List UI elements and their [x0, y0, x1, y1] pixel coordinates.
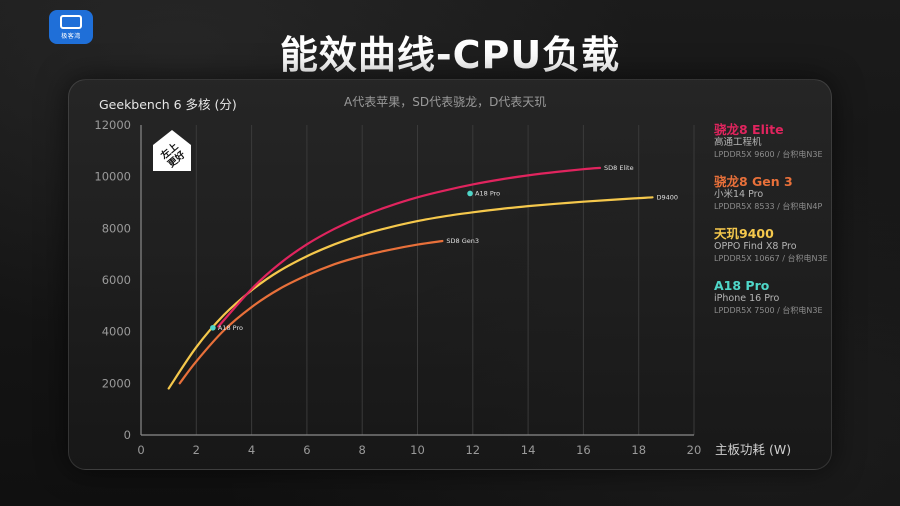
x-tick-label: 8: [359, 443, 366, 457]
legend-item: A18 Pro iPhone 16 Pro LPDDR5X 7500 / 台积电N3…: [714, 278, 829, 317]
chart-svg: 0 2000 4000 6000 8000 10000 12000 0 2 4 6 8 10 12 14 16…: [94, 118, 791, 457]
page-title: 能效曲线-CPU负载: [279, 33, 621, 77]
data-point: [467, 190, 473, 197]
legend-device: iPhone 16 Pro: [714, 293, 780, 304]
series-line: [167, 196, 654, 390]
chart-legend: 骁龙8 Elite 高通工程机 LPDDR5X 9600 / 台积电N3E 骁龙8 G…: [714, 122, 829, 330]
series-line: [217, 166, 602, 328]
chart-subtitle: A代表苹果，SD代表骁龙，D代表天玑: [344, 95, 547, 109]
data-point: [210, 324, 216, 331]
y-tick-label: 2000: [102, 376, 131, 390]
series-end-label: SD8 Gen3: [446, 237, 479, 245]
x-tick-label: 14: [521, 443, 536, 457]
y-tick-label: 4000: [102, 325, 131, 339]
legend-item: 骁龙8 Gen 3 小米14 Pro LPDDR5X 8533 / 台积电N4P: [714, 174, 829, 213]
series-end-label: SD8 Elite: [604, 164, 634, 172]
y-tick-label: 6000: [102, 273, 131, 287]
point-label: A18 Pro: [218, 324, 243, 332]
legend-memory: LPDDR5X 9600 / 台积电N3E: [714, 150, 823, 159]
chart-card: Geekbench 6 多核 (分) A代表苹果，SD代表骁龙，D代表天玑 0 2…: [68, 79, 832, 470]
x-tick-label: 0: [137, 443, 144, 457]
x-tick-label: 18: [631, 443, 646, 457]
brand-logo: 极客湾: [49, 10, 93, 44]
y-tick-label: 12000: [94, 118, 131, 132]
x-tick-label: 20: [687, 443, 702, 457]
legend-device: 高通工程机: [714, 137, 762, 148]
legend-series-name: 骁龙8 Gen 3: [714, 174, 793, 189]
legend-memory: LPDDR5X 7500 / 台积电N3E: [714, 306, 823, 315]
x-tick-label: 16: [576, 443, 591, 457]
y-tick-label: 8000: [102, 221, 131, 235]
legend-item: 骁龙8 Elite 高通工程机 LPDDR5X 9600 / 台积电N3E: [714, 122, 829, 161]
legend-item: 天玑9400 OPPO Find X8 Pro LPDDR5X 10667 / 台积…: [714, 226, 829, 265]
x-tick-label: 2: [193, 443, 200, 457]
series-end-label: D9400: [657, 193, 679, 201]
badge-arrow-icon: [153, 130, 191, 171]
legend-device: 小米14 Pro: [714, 189, 764, 200]
legend-series-name: A18 Pro: [714, 278, 770, 293]
chart-title: Geekbench 6 多核 (分): [99, 97, 237, 112]
logo-text: 极客湾: [61, 32, 81, 40]
y-tick-label: 0: [124, 428, 131, 442]
legend-memory: LPDDR5X 10667 / 台积电N3E: [714, 254, 828, 263]
x-tick-label: 6: [303, 443, 310, 457]
x-tick-label: 4: [248, 443, 255, 457]
legend-memory: LPDDR5X 8533 / 台积电N4P: [714, 202, 823, 211]
x-axis-label: 主板功耗 (W): [715, 442, 791, 457]
y-tick-label: 10000: [94, 170, 131, 184]
logo-icon: [60, 14, 82, 29]
legend-series-name: 骁龙8 Elite: [714, 122, 784, 137]
x-tick-label: 12: [465, 443, 480, 457]
series-line: [178, 239, 444, 385]
x-tick-label: 10: [410, 443, 425, 457]
legend-series-name: 天玑9400: [714, 226, 774, 241]
legend-device: OPPO Find X8 Pro: [714, 241, 797, 252]
point-label: A18 Pro: [475, 189, 500, 197]
